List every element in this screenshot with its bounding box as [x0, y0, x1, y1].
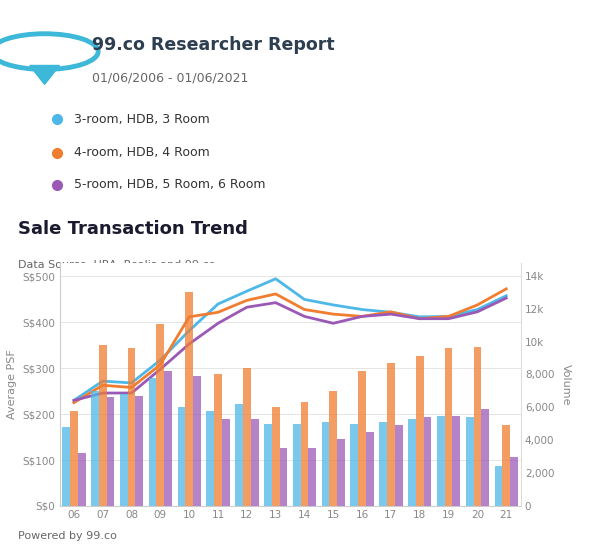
- Bar: [264, 424, 272, 506]
- Bar: [272, 408, 280, 506]
- Bar: [250, 419, 258, 506]
- Text: Sale Transaction Trend: Sale Transaction Trend: [18, 220, 248, 238]
- Bar: [156, 324, 164, 506]
- Text: Data Source: URA, Realis and 99.co: Data Source: URA, Realis and 99.co: [18, 260, 215, 271]
- Bar: [222, 419, 230, 506]
- Bar: [149, 378, 156, 506]
- Bar: [300, 402, 308, 506]
- Bar: [78, 453, 86, 506]
- Bar: [185, 292, 193, 506]
- Bar: [466, 417, 474, 506]
- Bar: [214, 375, 222, 506]
- Bar: [243, 368, 250, 506]
- Text: 99.co Researcher Report: 99.co Researcher Report: [92, 36, 335, 54]
- Bar: [193, 376, 201, 506]
- Bar: [395, 425, 403, 506]
- Bar: [358, 371, 366, 506]
- Text: Powered by 99.co: Powered by 99.co: [18, 531, 117, 541]
- Bar: [510, 457, 518, 506]
- PathPatch shape: [30, 65, 60, 84]
- Bar: [379, 422, 387, 506]
- Bar: [444, 348, 452, 506]
- Bar: [337, 438, 345, 506]
- Bar: [474, 347, 481, 506]
- Text: 5-room, HDB, 5 Room, 6 Room: 5-room, HDB, 5 Room, 6 Room: [74, 178, 266, 191]
- Bar: [308, 448, 316, 506]
- Bar: [494, 466, 502, 506]
- Bar: [350, 424, 358, 506]
- Bar: [322, 422, 330, 506]
- Bar: [206, 411, 214, 506]
- Bar: [366, 432, 374, 506]
- Y-axis label: Volume: Volume: [561, 363, 571, 405]
- Bar: [136, 396, 143, 506]
- Bar: [164, 371, 172, 506]
- Y-axis label: Average PSF: Average PSF: [7, 349, 17, 419]
- Bar: [107, 397, 114, 506]
- Bar: [408, 419, 416, 506]
- Bar: [91, 391, 99, 506]
- Bar: [481, 409, 489, 506]
- Text: 3-room, HDB, 3 Room: 3-room, HDB, 3 Room: [74, 112, 210, 126]
- Bar: [293, 424, 300, 506]
- Text: 01/06/2006 - 01/06/2021: 01/06/2006 - 01/06/2021: [92, 72, 249, 84]
- Bar: [177, 408, 185, 506]
- Bar: [128, 348, 136, 506]
- Bar: [99, 345, 107, 506]
- Bar: [416, 357, 424, 506]
- Bar: [452, 415, 461, 506]
- Bar: [280, 448, 287, 506]
- Circle shape: [20, 43, 70, 60]
- Bar: [120, 394, 128, 506]
- Bar: [502, 425, 510, 506]
- Bar: [70, 411, 78, 506]
- Bar: [424, 417, 431, 506]
- Bar: [62, 427, 70, 506]
- Bar: [330, 391, 337, 506]
- Bar: [437, 415, 444, 506]
- Bar: [235, 404, 243, 506]
- Bar: [387, 363, 395, 506]
- Text: 4-room, HDB, 4 Room: 4-room, HDB, 4 Room: [74, 146, 210, 159]
